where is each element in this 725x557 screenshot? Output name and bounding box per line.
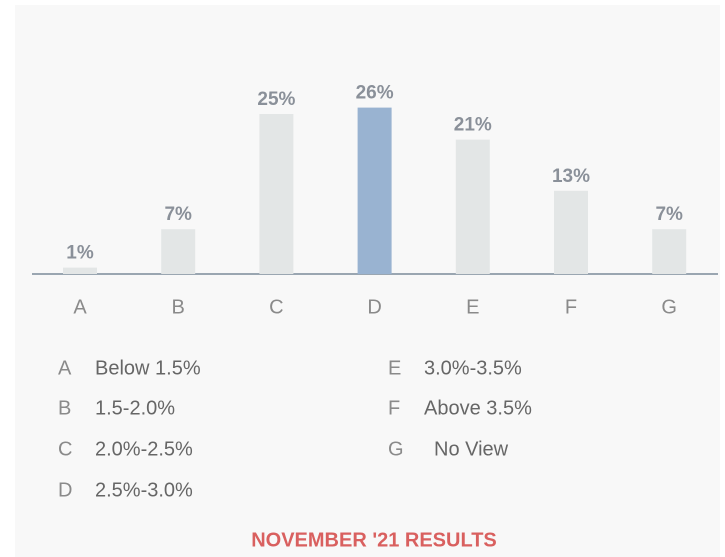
x-tick-label: F [565, 296, 577, 318]
bar [652, 229, 687, 274]
legend-key: G [388, 438, 404, 460]
bar [554, 190, 588, 274]
value-label: 13% [552, 166, 590, 187]
legend-label: 2.5%-3.0% [95, 479, 193, 501]
x-tick-label: D [367, 296, 381, 318]
value-label: 7% [655, 204, 683, 225]
value-label: 7% [164, 204, 192, 225]
bar [357, 107, 392, 274]
legend-key: C [58, 438, 72, 460]
value-label: 25% [257, 89, 295, 110]
legend-label: Below 1.5% [95, 357, 201, 379]
bar [455, 139, 490, 274]
legend-label: Above 3.5% [424, 397, 532, 419]
chart-title: NOVEMBER '21 RESULTS [251, 529, 497, 551]
legend-key: F [388, 397, 400, 419]
panel [15, 5, 720, 557]
value-label: 26% [356, 83, 394, 104]
value-label: 1% [66, 243, 94, 264]
legend-key: E [388, 357, 401, 379]
x-tick-label: E [466, 296, 479, 318]
legend-label: 3.0%-3.5% [424, 357, 522, 379]
legend-label: 2.0%-2.5% [95, 438, 193, 460]
bar [63, 267, 97, 274]
legend-label: No View [434, 438, 509, 460]
legend-key: B [58, 397, 71, 419]
bar [161, 229, 196, 274]
x-tick-label: B [172, 296, 185, 318]
x-tick-label: G [661, 296, 677, 318]
bar [259, 114, 294, 274]
value-label: 21% [454, 115, 492, 136]
legend-key: D [58, 479, 72, 501]
legend-key: A [58, 357, 72, 379]
x-tick-label: C [269, 296, 283, 318]
x-tick-label: A [73, 296, 87, 318]
legend-label: 1.5-2.0% [95, 397, 175, 419]
